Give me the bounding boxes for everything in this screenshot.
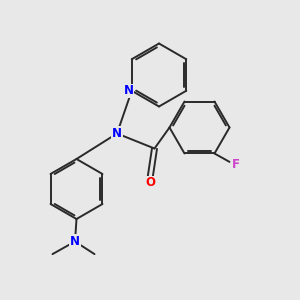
Text: F: F (232, 158, 240, 171)
Text: N: N (112, 127, 122, 140)
Text: O: O (145, 176, 155, 190)
Text: N: N (70, 235, 80, 248)
Text: N: N (124, 84, 134, 97)
